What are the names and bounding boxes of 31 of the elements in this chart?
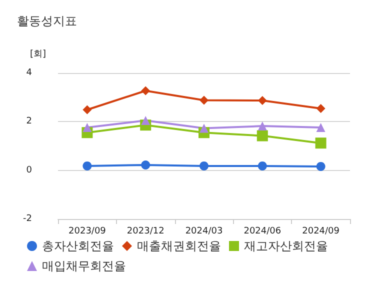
legend-label: 총자산회전율 [42,239,114,253]
x-tick-label: 2024/09 [302,226,340,236]
point [200,96,208,105]
x-tick-label: 2023/12 [126,226,164,236]
point [82,105,92,114]
point [315,138,326,149]
x-tick-label: 2024/06 [244,226,282,236]
legend-label: 재고자산회전율 [244,239,328,253]
y-tick-label: 2 [26,116,32,127]
point [141,86,150,96]
x-tick-label: 2023/09 [68,226,106,236]
legend-label: 매입채무회전율 [42,259,126,273]
point [200,124,208,133]
point [316,123,326,132]
y-tick-label: 0 [26,165,32,176]
chart-title: 활동성지표 [17,14,77,28]
point [316,162,326,171]
point [141,160,150,170]
y-tick-label: 4 [26,68,32,78]
y-axis-title: [회] [30,50,46,60]
point [82,161,92,170]
point [258,161,267,170]
point [258,122,267,131]
legend-label: 매출채권회전율 [137,239,221,253]
y-tick-label: -2 [23,214,32,224]
point [141,116,150,125]
point [256,130,268,142]
x-tick-label: 2024/03 [185,226,223,236]
point [200,161,208,170]
point [316,104,326,114]
point [82,123,92,132]
